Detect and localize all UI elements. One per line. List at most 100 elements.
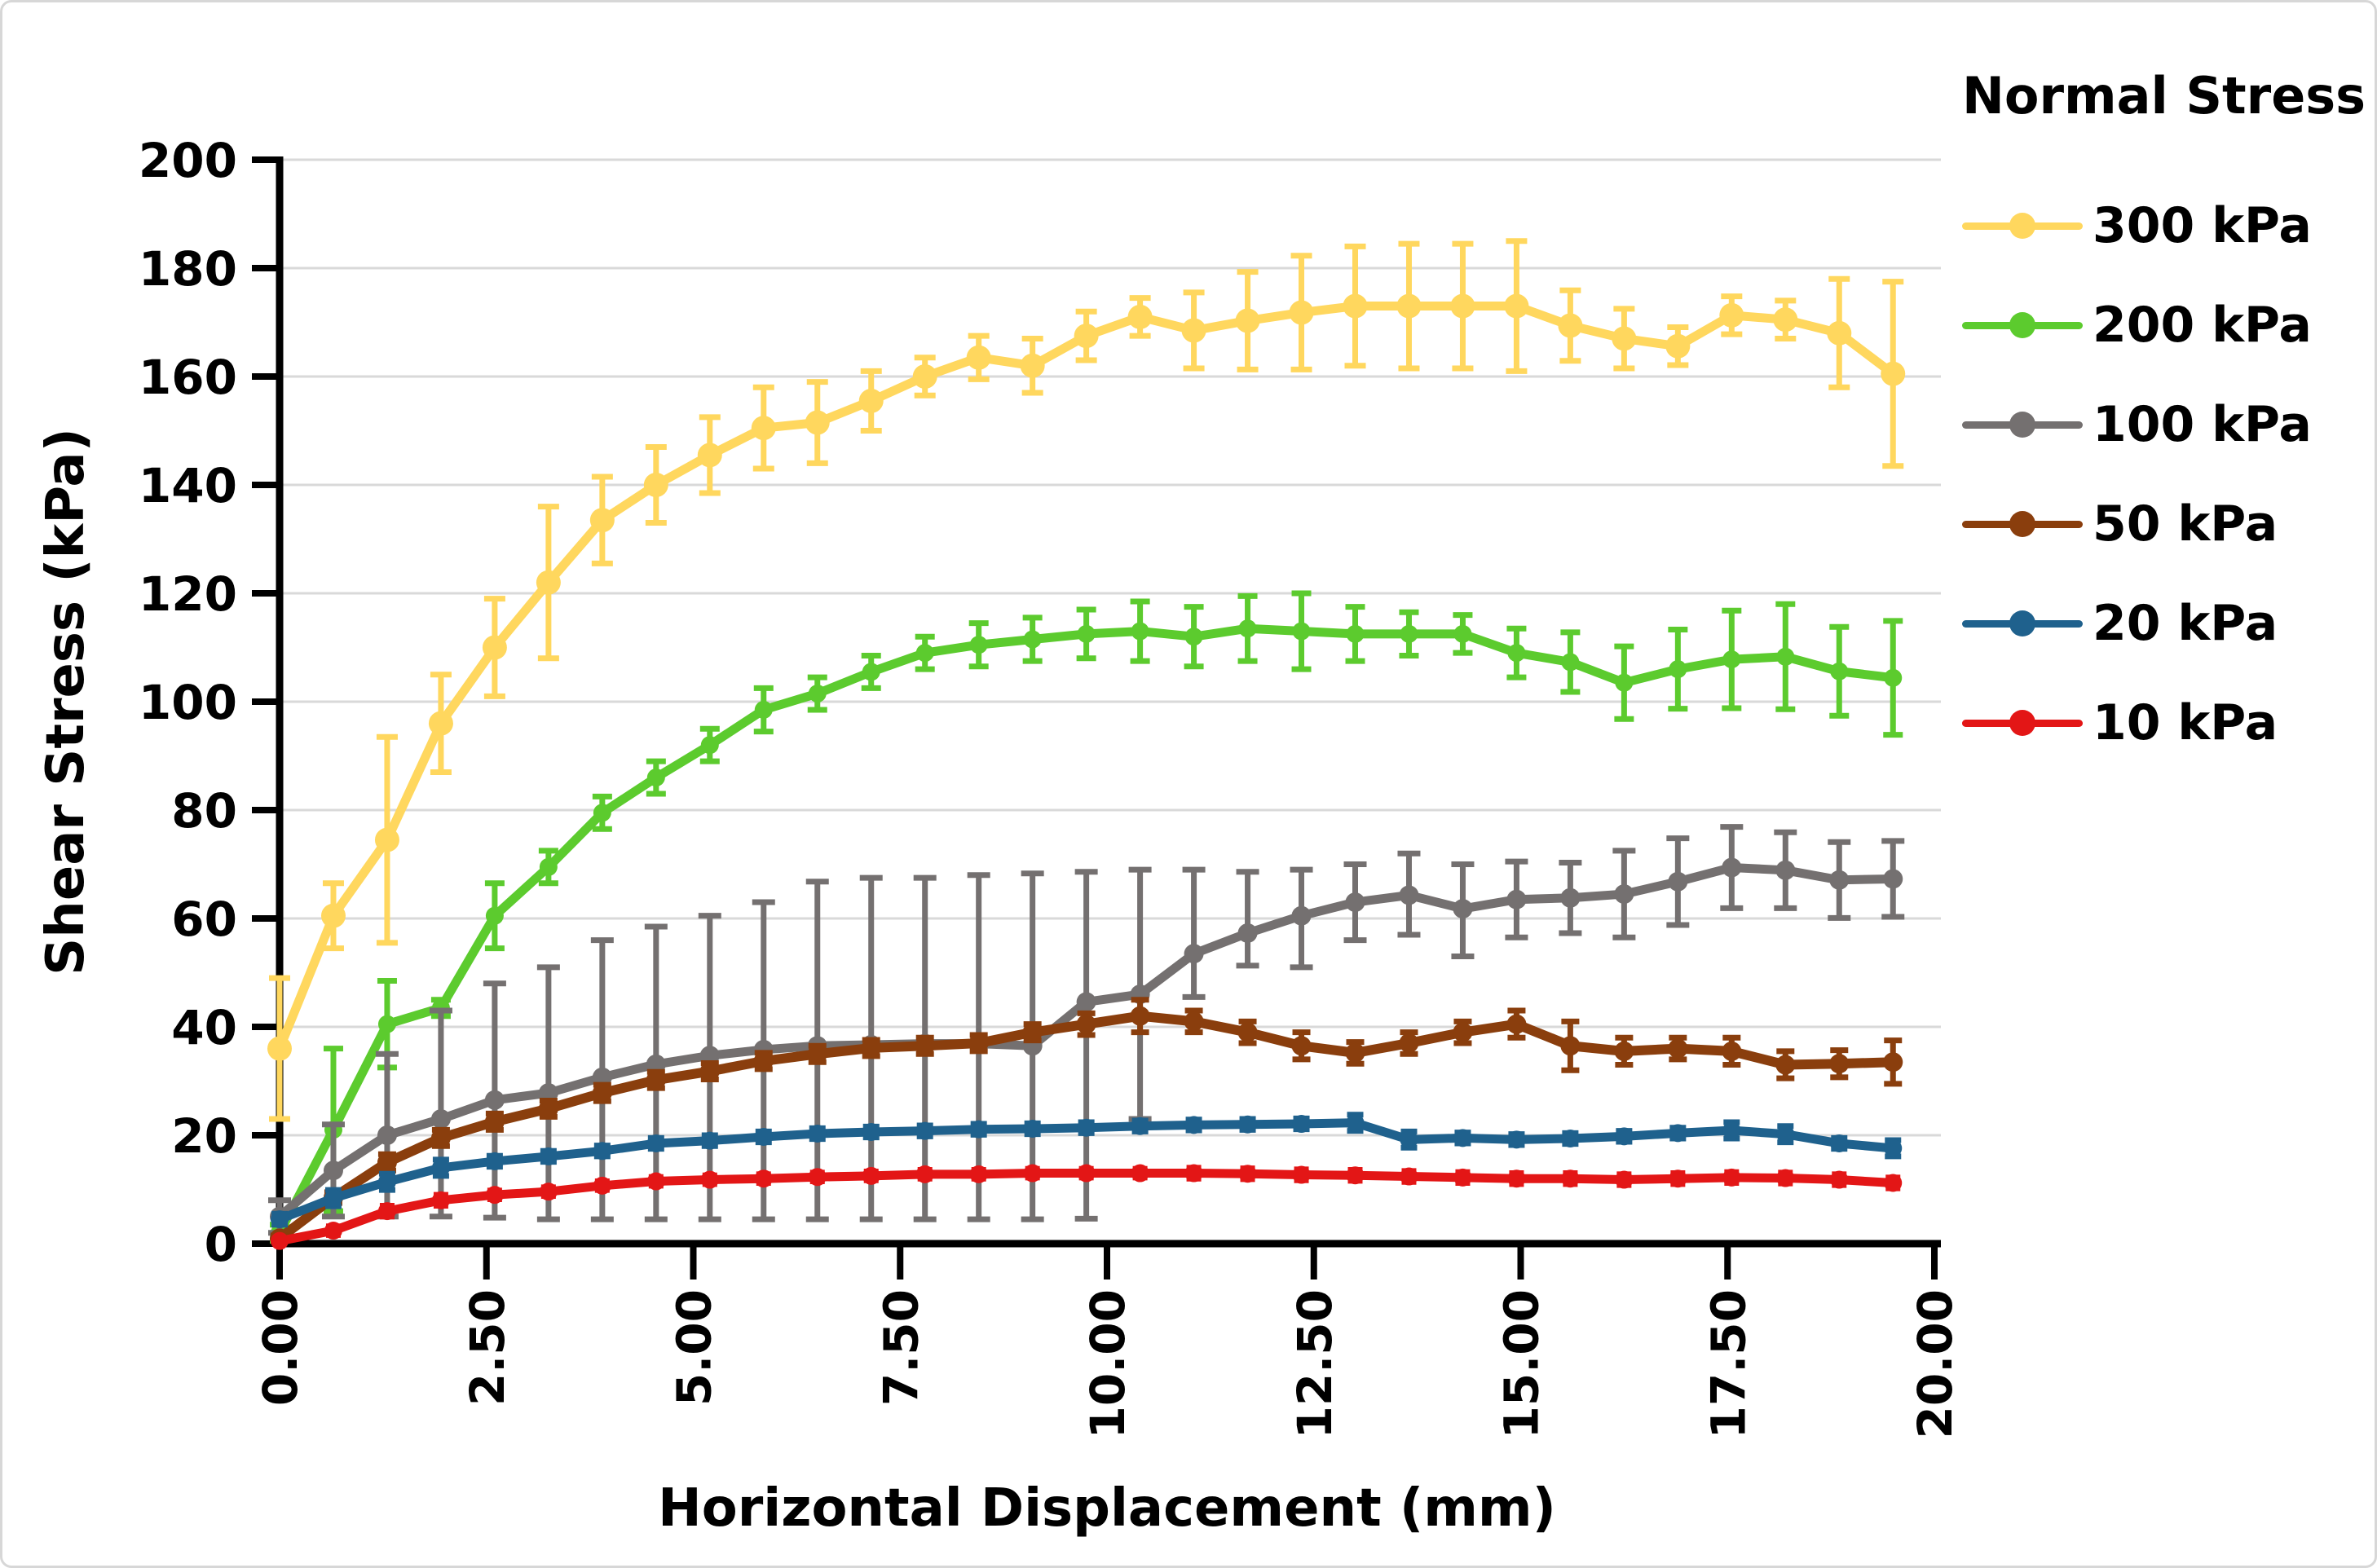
series-200-kpa — [270, 590, 1903, 1244]
legend-line-marker-icon — [1962, 211, 2083, 240]
data-point-marker — [320, 903, 346, 928]
data-point-marker — [377, 1173, 396, 1191]
data-point-marker — [805, 410, 830, 435]
data-point-marker — [1775, 1055, 1796, 1075]
data-point-marker — [1184, 1011, 1204, 1032]
series-50-kpa — [270, 997, 1903, 1249]
data-point-marker — [1184, 628, 1203, 646]
data-point-marker — [592, 1083, 612, 1103]
data-point-marker — [539, 857, 558, 876]
legend-marker-dot — [2009, 511, 2035, 537]
data-point-marker — [1400, 624, 1418, 643]
data-point-marker — [1773, 307, 1798, 333]
data-point-marker — [862, 1123, 880, 1142]
legend-line-marker-icon — [1962, 311, 2083, 340]
legend-marker-dot — [2009, 710, 2035, 736]
data-point-marker — [858, 388, 884, 413]
data-point-marker — [1883, 1052, 1903, 1072]
data-point-marker — [539, 1147, 558, 1165]
x-tick-label: 17.50 — [1700, 1289, 1756, 1438]
data-point-marker — [593, 1176, 611, 1195]
data-point-marker — [1131, 1117, 1149, 1135]
data-point-marker — [753, 1050, 774, 1071]
data-point-marker — [697, 443, 722, 468]
data-point-marker — [915, 1121, 934, 1140]
data-point-marker — [700, 1131, 719, 1150]
data-point-marker — [1127, 304, 1153, 329]
data-point-marker — [431, 1158, 450, 1177]
y-tick-label: 80 — [171, 783, 237, 839]
data-point-marker — [1615, 1170, 1634, 1189]
data-point-marker — [969, 1165, 988, 1183]
data-point-marker — [1345, 1042, 1365, 1063]
data-point-marker — [1289, 300, 1314, 325]
data-point-marker — [1074, 324, 1099, 349]
data-point-marker — [593, 804, 611, 822]
data-point-marker — [1775, 860, 1796, 880]
series-20-kpa — [271, 1112, 1903, 1229]
data-point-marker — [1560, 888, 1581, 908]
data-point-marker — [536, 570, 561, 595]
data-point-marker — [754, 1127, 773, 1146]
data-point-marker — [1453, 899, 1473, 919]
legend-label: 300 kPa — [2093, 197, 2312, 254]
data-point-marker — [323, 1161, 343, 1181]
data-point-marker — [1614, 1041, 1634, 1061]
data-point-marker — [1346, 624, 1365, 643]
data-point-marker — [1884, 1139, 1903, 1157]
data-point-marker — [969, 636, 988, 654]
data-point-marker — [646, 769, 665, 787]
x-tick-label: 0.00 — [253, 1289, 308, 1406]
legend-item-50-kpa: 50 kPa — [1962, 496, 2375, 553]
y-tick-label: 120 — [139, 566, 237, 622]
legend-label: 10 kPa — [2093, 694, 2278, 751]
legend-label: 100 kPa — [2093, 396, 2312, 453]
data-point-marker — [915, 1036, 935, 1056]
legend-item-100-kpa: 100 kPa — [1962, 396, 2375, 453]
legend-marker-dot — [2009, 213, 2035, 239]
data-point-marker — [485, 906, 504, 925]
data-point-marker — [915, 1165, 934, 1183]
data-point-marker — [1669, 1124, 1687, 1143]
x-tick-label: 7.50 — [873, 1289, 928, 1406]
data-point-marker — [377, 1152, 397, 1173]
legend-item-200-kpa: 200 kPa — [1962, 297, 2375, 354]
data-point-marker — [1184, 1164, 1203, 1183]
data-point-marker — [1184, 944, 1204, 964]
data-point-marker — [1561, 1169, 1580, 1188]
legend-marker-dot — [2009, 312, 2035, 338]
data-point-marker — [1023, 1164, 1042, 1183]
legend-item-10-kpa: 10 kPa — [1962, 694, 2375, 751]
legend-items: 300 kPa 200 kPa 100 kPa 50 kPa 20 kPa 10 kPa — [1962, 197, 2375, 751]
legend-title: Normal Stress — [1962, 66, 2366, 126]
data-point-marker — [700, 1170, 719, 1189]
y-tick-label: 60 — [171, 892, 237, 947]
data-point-marker — [643, 473, 668, 497]
x-tick-label: 15.00 — [1494, 1289, 1550, 1438]
data-point-marker — [1722, 650, 1741, 669]
data-point-marker — [1077, 1164, 1096, 1183]
data-point-marker — [267, 1036, 292, 1061]
data-point-marker — [808, 685, 827, 703]
data-point-marker — [646, 1070, 666, 1090]
data-point-marker — [1022, 1022, 1043, 1042]
data-point-marker — [1722, 1168, 1741, 1187]
y-tick-label: 140 — [139, 458, 237, 513]
data-point-marker — [1292, 1165, 1311, 1184]
y-tick-label: 100 — [139, 675, 237, 730]
data-point-marker — [1829, 1054, 1850, 1074]
data-point-marker — [1235, 308, 1260, 333]
data-point-marker — [1719, 302, 1744, 328]
data-point-marker — [808, 1168, 827, 1187]
data-point-marker — [1292, 622, 1311, 641]
data-point-marker — [1669, 660, 1687, 679]
data-point-marker — [1453, 1129, 1472, 1147]
legend-marker-dot — [2009, 412, 2035, 438]
data-point-marker — [1558, 313, 1583, 338]
data-point-marker — [431, 1191, 450, 1209]
data-point-marker — [1023, 630, 1042, 649]
data-point-marker — [271, 1210, 289, 1229]
legend-label: 200 kPa — [2093, 297, 2312, 354]
